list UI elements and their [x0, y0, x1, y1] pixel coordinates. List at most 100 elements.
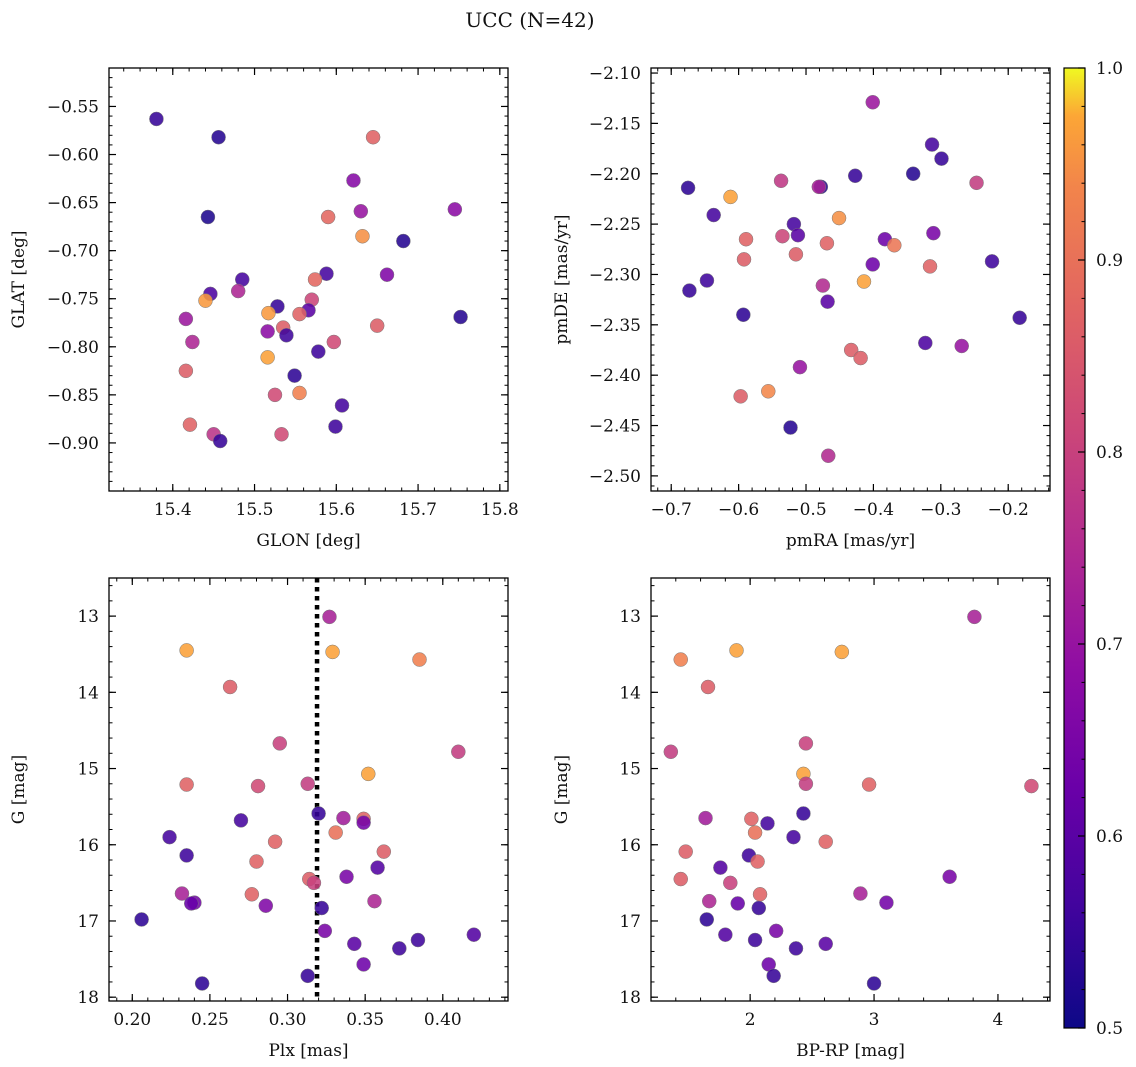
x-axis-label: pmRA [mas/yr] — [786, 531, 915, 551]
y-tick-label: −2.20 — [589, 165, 641, 185]
data-point — [311, 344, 326, 359]
data-point — [733, 389, 748, 404]
data-point — [790, 227, 806, 243]
data-point — [249, 854, 264, 869]
data-point — [847, 168, 863, 184]
y-axis-label: GLAT [deg] — [9, 230, 29, 328]
x-tick-label: 15.8 — [481, 500, 519, 520]
x-tick-label: −0.3 — [920, 500, 961, 520]
data-point — [353, 203, 369, 219]
data-point — [346, 173, 361, 188]
data-point — [905, 166, 921, 181]
data-point — [306, 875, 322, 891]
data-point — [272, 736, 288, 751]
data-point — [347, 936, 362, 952]
data-point — [365, 129, 381, 145]
x-tick-label: 0.20 — [113, 1010, 151, 1030]
data-point — [718, 927, 733, 942]
data-point — [222, 679, 238, 695]
data-point — [788, 247, 804, 262]
data-point — [356, 815, 371, 830]
data-point — [853, 350, 868, 366]
x-axis-label: Plx [mas] — [268, 1041, 348, 1061]
y-tick-label: 15 — [77, 760, 99, 780]
y-tick-label: −0.60 — [47, 146, 99, 166]
data-point — [922, 259, 938, 274]
data-point — [392, 941, 407, 956]
y-tick-label: −0.75 — [47, 290, 99, 310]
data-point — [300, 776, 315, 792]
y-tick-label: −2.15 — [589, 114, 641, 134]
data-point — [325, 644, 340, 660]
data-point — [792, 359, 808, 375]
data-point — [317, 923, 333, 939]
data-point — [713, 860, 728, 875]
data-point — [773, 173, 789, 189]
data-point — [233, 813, 249, 828]
data-point — [134, 912, 149, 927]
data-point — [447, 202, 463, 217]
data-point — [355, 228, 370, 244]
data-point — [879, 895, 894, 910]
data-point — [211, 129, 226, 145]
data-point — [747, 825, 763, 840]
y-tick-label: −0.80 — [47, 338, 99, 358]
x-tick-label: −0.6 — [718, 500, 759, 520]
data-point — [178, 363, 194, 379]
x-tick-label: 15.7 — [399, 500, 437, 520]
data-point — [179, 848, 194, 863]
data-point — [865, 257, 880, 272]
data-point — [320, 209, 336, 225]
data-point — [274, 427, 289, 442]
data-point — [174, 886, 190, 901]
data-point — [887, 238, 902, 253]
data-point — [760, 816, 775, 831]
x-tick-label: 0.25 — [191, 1010, 229, 1030]
data-point — [783, 420, 798, 435]
data-point — [751, 900, 767, 916]
data-point — [182, 417, 198, 432]
data-point — [942, 869, 957, 885]
data-point — [969, 175, 984, 191]
data-point — [328, 419, 343, 434]
panel-4: 2 3 4 13 14 15 16 17 18 BP-RP [mag] G [mag] — [552, 577, 1051, 1061]
panel-1: 15.4 15.5 15.6 15.7 15.8 −0.90 −0.85 −0.80 −0.75… — [9, 67, 519, 551]
data-point — [843, 342, 859, 358]
data-point — [287, 368, 302, 383]
x-tick-label: 0.40 — [424, 1010, 462, 1030]
data-point — [815, 278, 831, 293]
axes-frame — [650, 67, 1051, 492]
data-point — [747, 932, 763, 948]
x-tick-label: 15.6 — [317, 500, 355, 520]
data-point — [200, 209, 216, 225]
data-point — [673, 871, 688, 887]
data-point — [149, 111, 164, 127]
data-point — [451, 744, 466, 760]
x-tick-label: 0.30 — [269, 1010, 307, 1030]
y-tick-label: −2.30 — [589, 265, 641, 285]
data-point — [663, 744, 679, 760]
data-point — [752, 887, 768, 902]
data-point — [853, 886, 868, 901]
data-point — [369, 318, 385, 333]
data-point — [370, 860, 385, 875]
figure-title: UCC (N=42) — [465, 8, 594, 32]
data-point — [314, 900, 329, 916]
data-point — [984, 254, 1000, 269]
data-point — [821, 448, 836, 463]
axes-frame — [650, 577, 1051, 1002]
y-axis-label: pmDE [mas/yr] — [552, 214, 572, 344]
data-point — [701, 893, 717, 909]
y-tick-label: −2.45 — [589, 417, 641, 437]
data-point — [729, 643, 744, 658]
data-point — [379, 267, 395, 282]
data-point — [376, 844, 392, 859]
data-point — [322, 609, 337, 625]
y-axis-label: G [mag] — [552, 755, 572, 824]
data-point — [250, 778, 266, 794]
x-axis-label: GLON [deg] — [256, 531, 360, 551]
data-point — [292, 306, 307, 322]
data-point — [244, 887, 260, 902]
data-point — [194, 976, 210, 991]
data-point — [396, 233, 411, 249]
